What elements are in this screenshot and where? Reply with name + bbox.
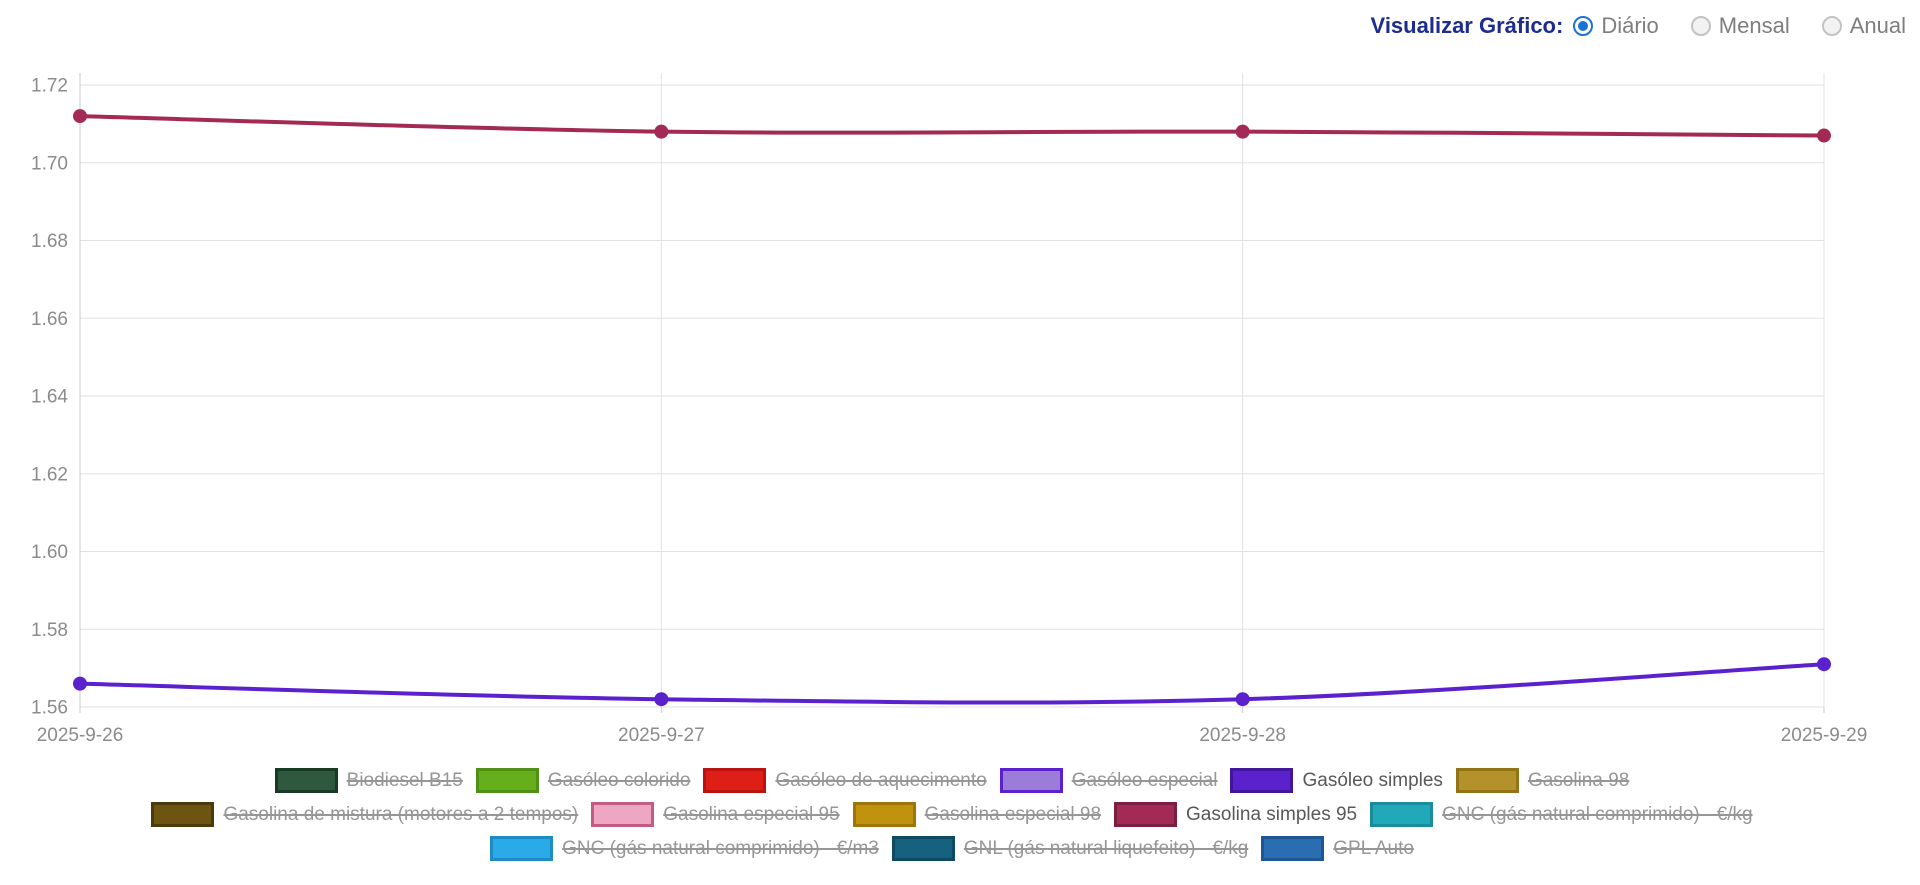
- legend-label: GPL Auto: [1333, 837, 1414, 859]
- y-axis-label: 1.68: [31, 231, 68, 252]
- radio-group: Diário Mensal Anual: [1573, 13, 1906, 39]
- radio-option-diario[interactable]: Diário: [1573, 13, 1659, 39]
- legend-item-gaso-leo-de-aquecimento[interactable]: Gasóleo de aquecimento: [703, 768, 987, 793]
- data-point[interactable]: [1817, 128, 1831, 143]
- data-point[interactable]: [73, 676, 87, 691]
- legend-swatch: [1370, 802, 1434, 827]
- legend-label: GNL (gás natural liquefeito) - €/kg: [963, 837, 1249, 859]
- legend-row: Biodiesel B15 Gasóleo colorido Gasóleo de …: [274, 768, 1630, 793]
- legend-label: GNC (gás natural comprimido) - €/m3: [562, 837, 879, 859]
- legend-row: Gasolina de mistura (motores a 2 tempos)…: [151, 802, 1753, 827]
- legend-label: GNC (gás natural comprimido) - €/kg: [1442, 803, 1753, 825]
- legend-label: Gasolina simples 95: [1186, 803, 1358, 825]
- legend-item-gasolina-simples-95[interactable]: Gasolina simples 95: [1114, 802, 1357, 827]
- x-axis-label: 2025-9-28: [1199, 725, 1286, 746]
- series-line-gasolina-simples-95: [78, 114, 1826, 138]
- legend-item-gnl-ga-s-natural-liquefeito-kg[interactable]: GNL (gás natural liquefeito) - €/kg: [891, 836, 1249, 861]
- y-axis-label: 1.70: [31, 153, 68, 174]
- legend-swatch: [591, 802, 655, 827]
- legend-row: GNC (gás natural comprimido) - €/m3 GNL (…: [490, 836, 1414, 861]
- y-axis-label: 1.72: [31, 76, 68, 97]
- radio-label[interactable]: Diário: [1601, 13, 1659, 38]
- radio-option-anual[interactable]: Anual: [1821, 13, 1906, 39]
- legend-label: Gasolina de mistura (motores a 2 tempos): [223, 803, 579, 825]
- legend-label: Gasolina 98: [1527, 769, 1630, 791]
- y-axis-label: 1.58: [31, 620, 68, 641]
- legend-item-gpl-auto[interactable]: GPL Auto: [1261, 836, 1414, 861]
- legend-swatch: [891, 836, 955, 861]
- chart-view-controls: Visualizar Gráfico: Diário Mensal Anual: [1371, 13, 1906, 39]
- data-point[interactable]: [1817, 657, 1831, 672]
- legend-item-biodiesel-b15[interactable]: Biodiesel B15: [274, 768, 463, 793]
- y-axis-label: 1.60: [31, 542, 68, 563]
- data-point[interactable]: [654, 692, 669, 707]
- legend-swatch: [999, 768, 1063, 793]
- x-axis-label: 2025-9-27: [618, 725, 705, 746]
- legend-label: Gasolina especial 98: [924, 803, 1102, 825]
- legend-item-gnc-ga-s-natural-comprimido-m3[interactable]: GNC (gás natural comprimido) - €/m3: [490, 836, 879, 861]
- legend-swatch: [1455, 768, 1519, 793]
- legend-swatch: [490, 836, 554, 861]
- legend-label: Gasolina especial 95: [663, 803, 840, 825]
- price-line-chart: 1.72 1.70 1.68 1.66 1.64 1.62 1.60 1.58 1.56 2025…: [31, 73, 1868, 746]
- legend-item-gnc-ga-s-natural-comprimido-kg[interactable]: GNC (gás natural comprimido) - €/kg: [1370, 802, 1753, 827]
- legend-swatch: [475, 768, 539, 793]
- data-point[interactable]: [654, 124, 669, 139]
- legend-item-gaso-leo-simples[interactable]: Gasóleo simples: [1230, 768, 1443, 793]
- legend-swatch: [151, 802, 215, 827]
- legend-item-gasolina-de-mistura-motores-a-2-tempos[interactable]: Gasolina de mistura (motores a 2 tempos): [151, 802, 578, 827]
- legend-label: Biodiesel B15: [346, 769, 463, 791]
- chart-legend: Biodiesel B15 Gasóleo colorido Gasóleo de …: [80, 768, 1824, 861]
- legend-item-gasolina-98[interactable]: Gasolina 98: [1455, 768, 1630, 793]
- data-point[interactable]: [73, 109, 87, 124]
- legend-item-gasolina-especial-98[interactable]: Gasolina especial 98: [852, 802, 1102, 827]
- legend-item-gasolina-especial-95[interactable]: Gasolina especial 95: [591, 802, 840, 827]
- legend-swatch: [703, 768, 767, 793]
- series-line-gaso-leo-simples: [78, 662, 1826, 705]
- y-axis-label: 1.64: [31, 387, 68, 408]
- legend-item-gaso-leo-especial[interactable]: Gasóleo especial: [999, 768, 1218, 793]
- x-axis-label: 2025-9-29: [1781, 725, 1868, 746]
- radio-unselected-icon[interactable]: [1690, 16, 1711, 36]
- data-point[interactable]: [1235, 692, 1250, 707]
- radio-label[interactable]: Anual: [1849, 13, 1906, 38]
- legend-label: Gasóleo colorido: [547, 769, 691, 791]
- y-axis-label: 1.66: [31, 309, 68, 330]
- data-point[interactable]: [1235, 124, 1250, 139]
- legend-swatch: [852, 802, 916, 827]
- legend-swatch: [274, 768, 338, 793]
- x-axis-label: 2025-9-26: [37, 725, 124, 746]
- radio-selected-icon[interactable]: [1573, 16, 1594, 36]
- legend-swatch: [1114, 802, 1178, 827]
- legend-swatch: [1230, 768, 1294, 793]
- y-axis-label: 1.62: [31, 464, 68, 485]
- controls-label: Visualizar Gráfico:: [1370, 13, 1564, 38]
- legend-label: Gasóleo especial: [1071, 769, 1218, 791]
- legend-swatch: [1261, 836, 1325, 861]
- y-axis-label: 1.56: [31, 698, 68, 719]
- legend-label: Gasóleo simples: [1302, 769, 1443, 791]
- legend-label: Gasóleo de aquecimento: [775, 769, 987, 791]
- radio-label[interactable]: Mensal: [1718, 13, 1790, 38]
- radio-option-mensal[interactable]: Mensal: [1690, 13, 1790, 39]
- radio-unselected-icon[interactable]: [1821, 16, 1842, 36]
- legend-item-gaso-leo-colorido[interactable]: Gasóleo colorido: [475, 768, 691, 793]
